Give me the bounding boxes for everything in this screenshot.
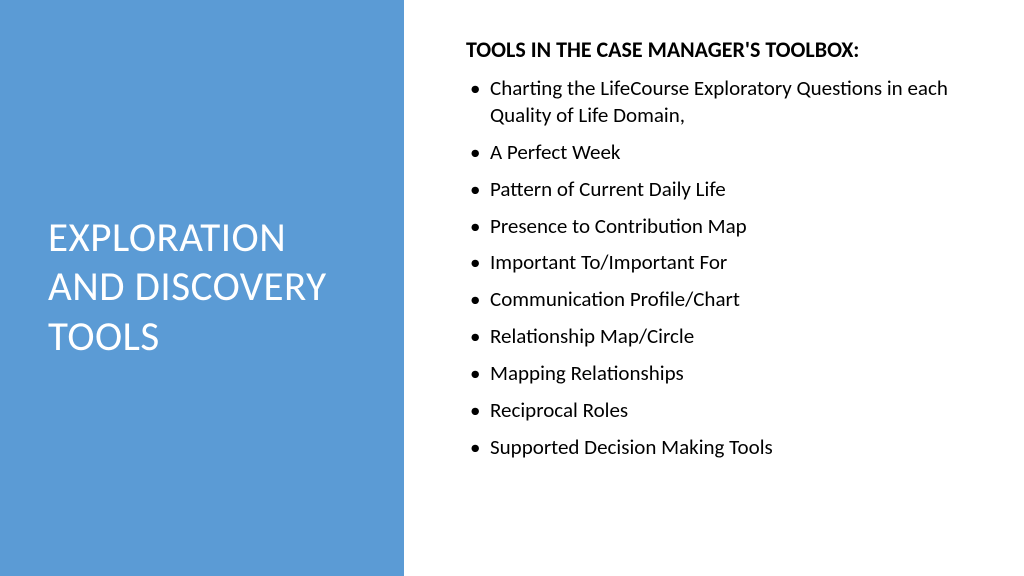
list-item: A Perfect Week	[466, 139, 976, 166]
bullet-list: Charting the LifeCourse Exploratory Ques…	[466, 75, 976, 461]
slide-title: EXPLORATION AND DISCOVERY TOOLS	[48, 214, 372, 362]
list-item: Pattern of Current Daily Life	[466, 176, 976, 203]
list-item: Important To/Important For	[466, 249, 976, 276]
list-item: Communication Profile/Chart	[466, 286, 976, 313]
right-panel: TOOLS IN THE CASE MANAGER'S TOOLBOX: Cha…	[404, 0, 1024, 576]
list-item: Supported Decision Making Tools	[466, 434, 976, 461]
list-item: Presence to Contribution Map	[466, 213, 976, 240]
list-item: Reciprocal Roles	[466, 397, 976, 424]
left-panel: EXPLORATION AND DISCOVERY TOOLS	[0, 0, 404, 576]
list-item: Relationship Map/Circle	[466, 323, 976, 350]
section-heading: TOOLS IN THE CASE MANAGER'S TOOLBOX:	[466, 36, 976, 63]
list-item: Charting the LifeCourse Exploratory Ques…	[466, 75, 976, 129]
list-item: Mapping Relationships	[466, 360, 976, 387]
